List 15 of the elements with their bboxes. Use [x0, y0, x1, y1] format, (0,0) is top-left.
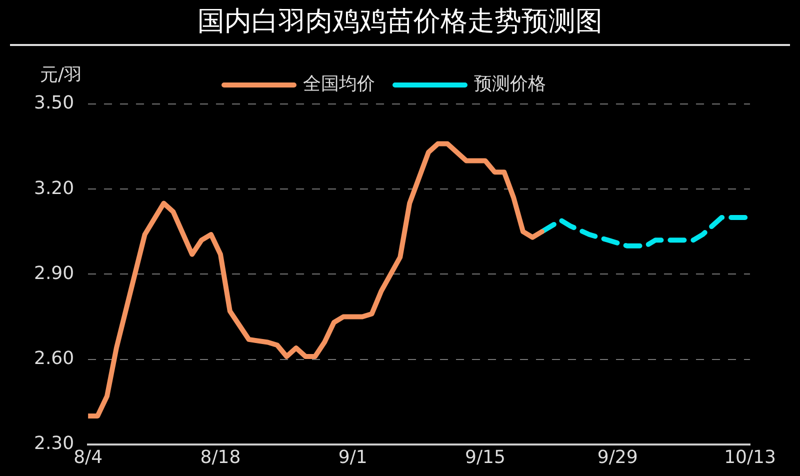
y-tick-label: 2.90 [34, 262, 74, 284]
y-axis-title: 元/羽 [40, 64, 82, 86]
x-tick-label: 8/4 [74, 446, 103, 468]
x-tick-label: 8/18 [200, 446, 241, 468]
chart-title: 国内白羽肉鸡鸡苗价格走势预测图 [10, 0, 790, 46]
x-tick-label: 10/13 [724, 446, 776, 468]
x-tick-label: 9/15 [465, 446, 506, 468]
x-tick-label: 9/1 [338, 446, 368, 468]
y-tick-label: 3.50 [34, 92, 74, 114]
y-tick-label: 2.60 [34, 348, 74, 369]
y-tick-label: 2.30 [34, 433, 74, 454]
x-tick-label: 9/29 [597, 446, 638, 468]
y-tick-label: 3.20 [34, 178, 74, 199]
legend-label: 全国均价 [303, 74, 375, 95]
legend-label: 预测价格 [474, 74, 546, 95]
